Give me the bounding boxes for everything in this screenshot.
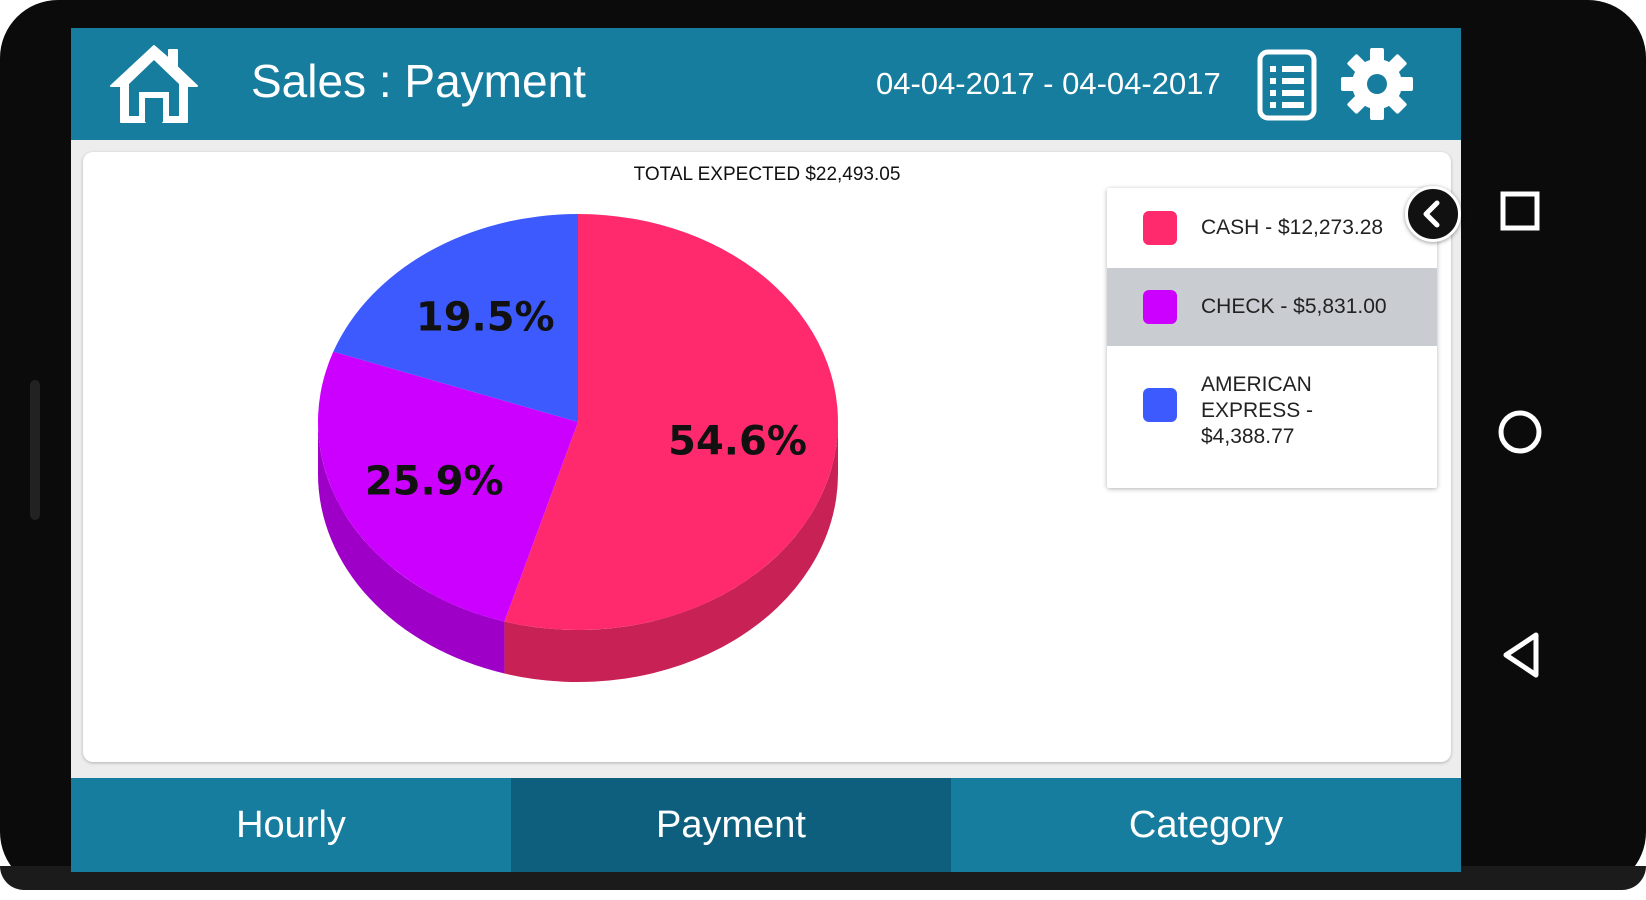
recent-apps-icon[interactable]	[1498, 189, 1542, 233]
page-title: Sales : Payment	[251, 55, 586, 107]
legend-item-check[interactable]: CHECK - $5,831.00	[1107, 268, 1437, 346]
pie-slice-side-0	[504, 422, 838, 682]
device-side-button	[30, 380, 40, 520]
legend-label: CASH - $12,273.28	[1201, 216, 1384, 239]
legend-swatch	[1143, 290, 1177, 324]
tab-payment[interactable]: Payment	[511, 778, 951, 872]
legend-item-american-express[interactable]: AMERICAN EXPRESS - $4,388.77	[1107, 346, 1437, 488]
tab-hourly[interactable]: Hourly	[236, 803, 346, 846]
pie-slice-check[interactable]	[317, 351, 578, 622]
chart-legend: CASH - $12,273.28 CHECK - $5,831.00 AMER…	[1107, 188, 1437, 488]
legend-swatch	[1143, 211, 1177, 245]
pie-slice-american-express[interactable]	[333, 214, 578, 422]
report-icon[interactable]	[1256, 48, 1318, 122]
pie-slice-cash[interactable]	[504, 214, 838, 630]
chart-title: TOTAL EXPECTED $22,493.05	[633, 164, 901, 185]
tab-category[interactable]: Category	[1128, 803, 1284, 846]
pie-slice-label: 25.9%	[365, 458, 504, 504]
pie-slice-label: 54.6%	[668, 418, 807, 464]
android-nav-bar	[1461, 0, 1646, 890]
legend-label: CHECK - $5,831.00	[1201, 295, 1387, 318]
pie-chart: 54.6% 25.9% 19.5%	[317, 214, 838, 682]
tab-bar: Hourly Payment Category	[71, 778, 1461, 872]
legend-swatch	[1143, 388, 1177, 422]
app-bar: Sales : Payment 04-04-2017 - 04-04-2017	[71, 28, 1461, 140]
home-icon[interactable]	[107, 42, 201, 126]
chevron-left-icon	[1423, 200, 1440, 228]
gear-icon[interactable]	[1339, 46, 1415, 122]
legend-collapse-button[interactable]	[1405, 186, 1461, 242]
legend-item-cash[interactable]: CASH - $12,273.28	[1107, 188, 1437, 268]
date-range[interactable]: 04-04-2017 - 04-04-2017	[876, 66, 1221, 101]
pie-slice-side-1	[318, 422, 505, 674]
home-nav-icon[interactable]	[1496, 408, 1544, 456]
back-icon[interactable]	[1498, 630, 1544, 680]
pie-slice-label: 19.5%	[416, 295, 555, 341]
legend-label: AMERICAN EXPRESS - $4,388.77	[1201, 373, 1314, 448]
